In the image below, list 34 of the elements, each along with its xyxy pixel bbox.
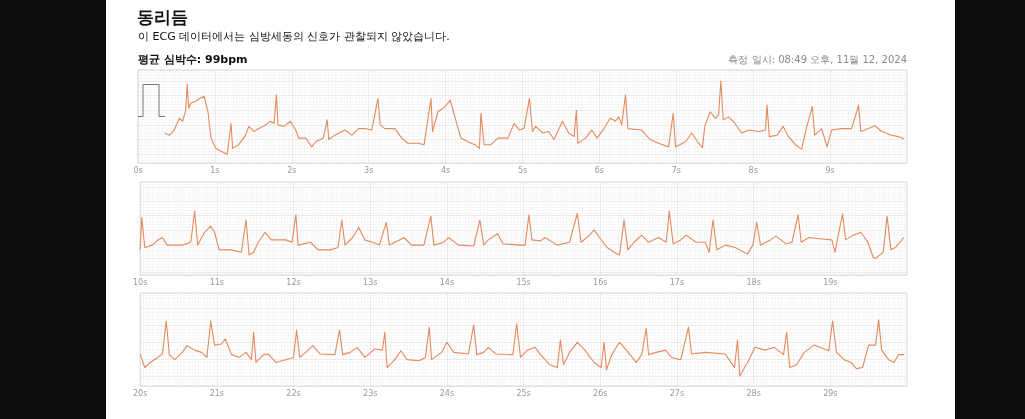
x-tick-label: 15s <box>516 277 531 287</box>
x-tick-label: 18s <box>746 277 761 287</box>
x-tick-label: 5s <box>517 165 528 175</box>
chart-subtitle: 이 ECG 데이터에서는 심방세동의 신호가 관찰되지 않았습니다. <box>138 29 450 44</box>
x-tick-label: 29s <box>823 388 838 398</box>
x-tick-label: 3s <box>364 165 374 175</box>
x-tick-label: 11s <box>209 277 225 287</box>
x-tick-label: 0s <box>133 165 143 175</box>
x-tick-label: 6s <box>594 165 605 175</box>
x-tick-label: 12s <box>286 277 301 287</box>
x-tick-label: 2s <box>287 165 297 175</box>
text: 측정 일시: 08:49 오후, 11월 12, 2024 <box>728 53 907 67</box>
chart-title: 동리듬 <box>137 6 188 29</box>
x-tick-label: 27s <box>669 388 685 398</box>
x-tick-label: 24s <box>439 388 455 398</box>
x-tick-label: 22s <box>286 388 301 398</box>
x-tick-label: 20s <box>132 388 148 398</box>
x-tick-label: 19s <box>823 277 838 287</box>
x-tick-label: 14s <box>439 277 455 287</box>
x-tick-label: 13s <box>363 277 378 287</box>
x-tick-label: 16s <box>593 277 608 287</box>
x-tick-label: 26s <box>593 388 608 398</box>
x-tick-label: 7s <box>671 165 681 175</box>
x-tick-label: 23s <box>363 388 378 398</box>
x-tick-label: 9s <box>825 165 835 175</box>
x-tick-label: 10s <box>132 277 148 287</box>
x-tick-label: 1s <box>210 165 220 175</box>
x-tick-label: 21s <box>209 388 225 398</box>
x-tick-label: 4s <box>440 165 451 175</box>
text: 평균 심박수: 99bpm <box>138 52 248 67</box>
x-tick-label: 8s <box>748 165 758 175</box>
x-tick-label: 25s <box>516 388 531 398</box>
x-tick-label: 28s <box>746 388 761 398</box>
x-tick-label: 17s <box>669 277 685 287</box>
